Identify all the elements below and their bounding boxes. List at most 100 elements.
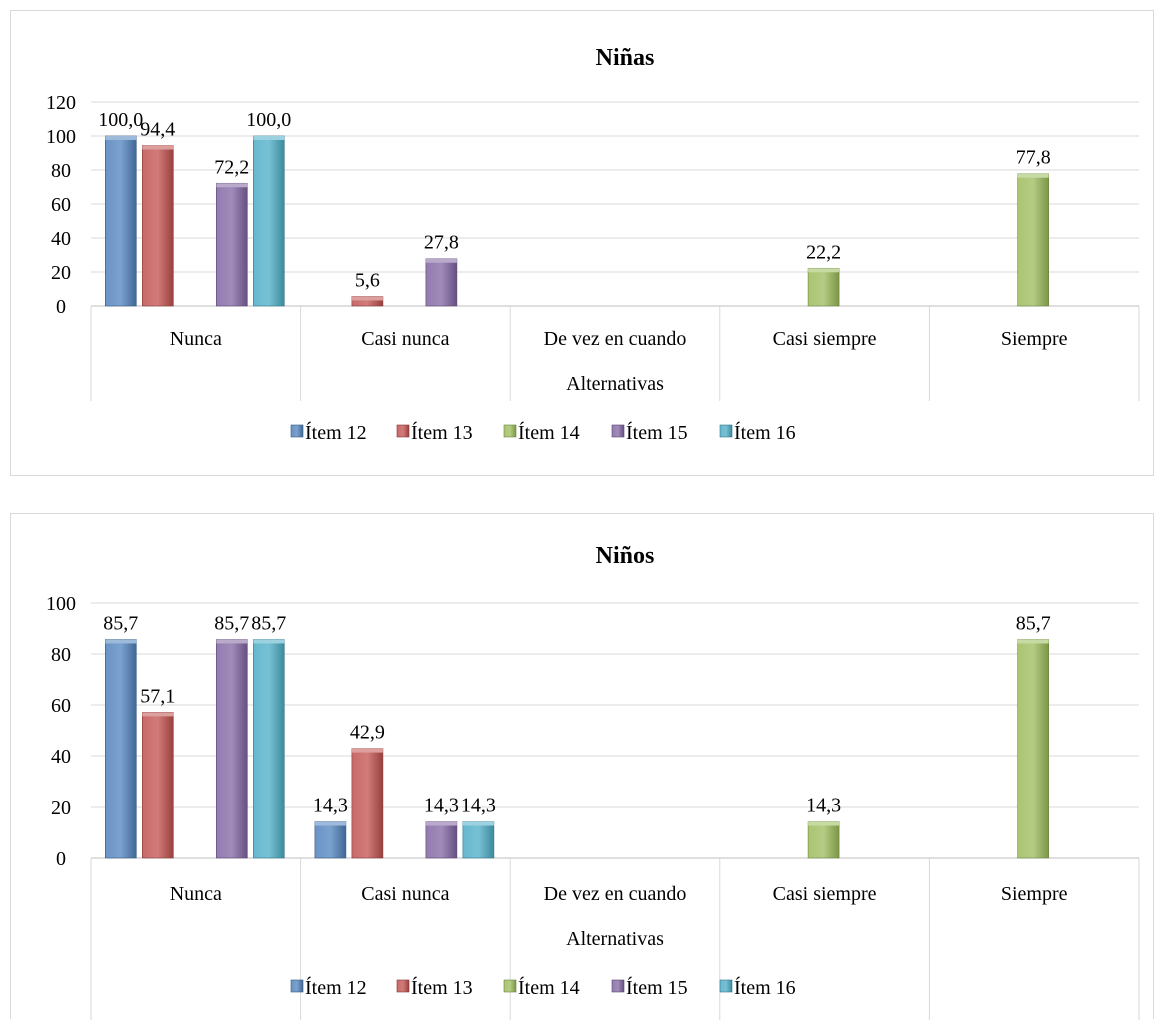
y-tick-label: 120 xyxy=(46,92,76,114)
category-label: Nunca xyxy=(170,328,222,350)
bar xyxy=(807,267,840,307)
legend-swatch xyxy=(611,979,625,993)
bar xyxy=(216,182,248,307)
bar-cap xyxy=(253,136,285,140)
bar xyxy=(253,135,285,307)
bar xyxy=(351,748,384,859)
bar-cap xyxy=(216,183,248,188)
data-label: 94,4 xyxy=(140,119,175,141)
data-label: 85,7 xyxy=(1016,612,1051,634)
y-tick-label: 40 xyxy=(51,746,71,768)
y-tick-label: 80 xyxy=(51,160,71,182)
x-axis-title: Alternativas xyxy=(566,373,664,395)
chart-title: Niñas xyxy=(596,45,655,71)
category-label: Casi siempre xyxy=(773,328,877,350)
legend-swatch xyxy=(396,979,410,993)
bar-cap xyxy=(253,639,285,644)
y-tick-label: 0 xyxy=(56,848,66,870)
legend-entry: Ítem 13 xyxy=(411,976,473,999)
data-label: 14,3 xyxy=(424,795,459,817)
legend-entry: Ítem 14 xyxy=(518,421,580,444)
data-label: 27,8 xyxy=(424,232,459,254)
y-tick-label: 100 xyxy=(46,126,76,148)
y-tick-label: 40 xyxy=(51,228,71,250)
bar-cap xyxy=(142,145,174,150)
bar xyxy=(142,145,174,307)
bar-cap xyxy=(425,821,457,826)
chart-ninas-svg: Niñas020406080100120100,094,472,2100,0Nu… xyxy=(46,45,1140,444)
y-tick-label: 0 xyxy=(56,296,66,318)
chart-ninos: Niños 0 20 40 60 80 100 85,7 57,1 85,7 85,7 Nunca 14… xyxy=(10,513,1154,1020)
category-label: Siempre xyxy=(1001,883,1068,905)
bar xyxy=(425,258,458,307)
data-label: 100,0 xyxy=(246,109,291,131)
chart-ninas: Niñas 0 20 40 60 80 100 120 100,0 94,4 72,2 100,0 Nu… xyxy=(10,10,1154,476)
data-label: 42,9 xyxy=(350,722,385,744)
bar xyxy=(425,821,458,859)
data-label: 22,2 xyxy=(806,241,841,263)
data-label: 85,7 xyxy=(251,612,286,634)
legend-swatch xyxy=(290,424,304,438)
data-label: 85,7 xyxy=(103,612,138,634)
data-label: 5,6 xyxy=(355,269,380,291)
bar-cap xyxy=(105,639,137,644)
data-label: 72,2 xyxy=(214,156,249,178)
category-label: Siempre xyxy=(1001,328,1068,350)
bar xyxy=(807,821,840,859)
legend-entry: Ítem 12 xyxy=(305,976,367,999)
y-tick-label: 60 xyxy=(51,695,71,717)
category-label: Nunca xyxy=(170,883,222,905)
bar xyxy=(216,639,248,859)
bar xyxy=(253,639,285,859)
data-label: 14,3 xyxy=(806,795,841,817)
bar-cap xyxy=(1017,639,1049,644)
y-tick-label: 20 xyxy=(51,262,71,284)
category-label: De vez en cuando xyxy=(544,883,687,905)
y-tick-label: 80 xyxy=(51,644,71,666)
legend-swatch xyxy=(611,424,625,438)
category-label: Casi nunca xyxy=(361,883,449,905)
bar-cap xyxy=(462,821,494,826)
y-tick-label: 20 xyxy=(51,797,71,819)
legend-entry: Ítem 16 xyxy=(734,976,796,999)
y-tick-label: 100 xyxy=(46,593,76,615)
bar-cap xyxy=(808,268,840,273)
category-label: Casi nunca xyxy=(361,328,449,350)
bar-cap xyxy=(425,258,457,263)
data-label: 57,1 xyxy=(140,685,175,707)
bar xyxy=(142,712,174,859)
data-label: 85,7 xyxy=(214,612,249,634)
bar-cap xyxy=(351,296,383,301)
bar-cap xyxy=(314,821,346,826)
bar xyxy=(314,821,347,859)
bar-cap xyxy=(351,748,383,753)
legend-entry: Ítem 15 xyxy=(626,421,688,444)
bar xyxy=(105,135,137,307)
legend-swatch xyxy=(719,979,733,993)
category-label: De vez en cuando xyxy=(544,328,687,350)
bar xyxy=(1017,639,1050,859)
chart-title: Niños xyxy=(596,543,655,569)
data-label: 14,3 xyxy=(461,795,496,817)
legend-entry: Ítem 13 xyxy=(411,421,473,444)
category-label: Casi siempre xyxy=(773,883,877,905)
data-label: 100,0 xyxy=(98,109,143,131)
bar-cap xyxy=(1017,173,1049,178)
y-tick-label: 60 xyxy=(51,194,71,216)
legend-swatch xyxy=(396,424,410,438)
bar-cap xyxy=(216,639,248,644)
legend-swatch xyxy=(503,424,517,438)
legend-swatch xyxy=(290,979,304,993)
legend-entry: Ítem 12 xyxy=(305,421,367,444)
bar xyxy=(1017,173,1050,307)
bar-cap xyxy=(142,712,174,717)
x-axis-title: Alternativas xyxy=(566,928,664,950)
legend-entry: Ítem 14 xyxy=(518,976,580,999)
bar-cap xyxy=(808,821,840,826)
bar xyxy=(105,639,137,859)
bar-cap xyxy=(105,136,137,140)
data-label: 77,8 xyxy=(1016,147,1051,169)
legend-entry: Ítem 15 xyxy=(626,976,688,999)
data-label: 14,3 xyxy=(313,795,348,817)
